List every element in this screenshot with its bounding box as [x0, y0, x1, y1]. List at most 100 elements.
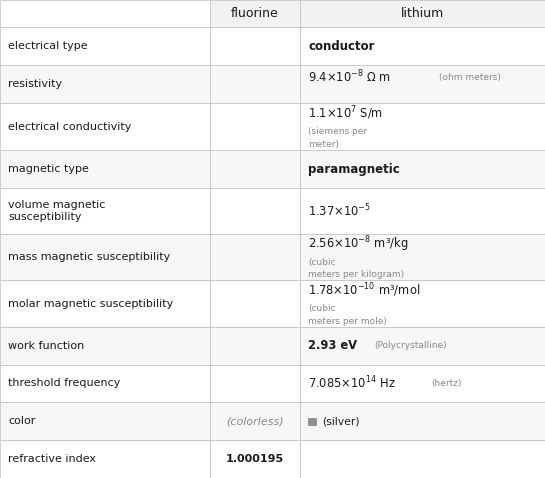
Bar — [0, 188, 210, 234]
Bar — [0, 65, 210, 103]
Bar — [300, 365, 545, 402]
Text: fluorine: fluorine — [231, 7, 278, 20]
Bar — [0, 402, 210, 440]
Text: (hertz): (hertz) — [431, 379, 462, 388]
Bar — [300, 365, 545, 402]
Text: molar magnetic susceptibility: molar magnetic susceptibility — [8, 299, 173, 309]
Bar — [300, 150, 545, 188]
Bar — [0, 27, 210, 65]
Bar — [0, 103, 210, 150]
Bar — [210, 27, 300, 65]
Bar — [210, 365, 300, 402]
Bar — [210, 103, 300, 150]
Bar — [210, 281, 300, 327]
Text: electrical conductivity: electrical conductivity — [8, 121, 131, 131]
Bar — [0, 65, 210, 103]
Bar — [0, 0, 210, 27]
Text: 1.000195: 1.000195 — [226, 454, 284, 464]
Bar — [308, 418, 316, 425]
Text: paramagnetic: paramagnetic — [308, 163, 400, 175]
Text: (silver): (silver) — [322, 416, 360, 426]
Text: (cubic: (cubic — [308, 258, 336, 267]
Bar — [300, 27, 545, 65]
Bar — [0, 402, 210, 440]
Bar — [210, 65, 300, 103]
Bar — [210, 150, 300, 188]
Bar — [210, 440, 300, 478]
Bar — [300, 402, 545, 440]
Bar — [210, 281, 300, 327]
Text: 2.93 eV: 2.93 eV — [308, 339, 358, 352]
Bar — [300, 281, 545, 327]
Text: (colorless): (colorless) — [226, 416, 283, 426]
Text: mass magnetic susceptibility: mass magnetic susceptibility — [8, 252, 171, 262]
Text: work function: work function — [8, 341, 84, 351]
Bar — [0, 188, 210, 234]
Text: (ohm meters): (ohm meters) — [439, 73, 501, 82]
Bar — [210, 65, 300, 103]
Text: $\mathregular{1.1{\times}10^{7}}$ S/m: $\mathregular{1.1{\times}10^{7}}$ S/m — [308, 105, 384, 122]
Bar — [300, 327, 545, 365]
Bar — [210, 188, 300, 234]
Text: threshold frequency: threshold frequency — [8, 379, 120, 389]
Bar — [0, 150, 210, 188]
Text: meters per kilogram): meters per kilogram) — [308, 271, 404, 280]
Bar — [0, 327, 210, 365]
Text: $\mathregular{7.085{\times}10^{14}}$ Hz: $\mathregular{7.085{\times}10^{14}}$ Hz — [308, 375, 396, 392]
Bar — [210, 234, 300, 281]
Bar — [300, 327, 545, 365]
Bar — [0, 234, 210, 281]
Text: lithium: lithium — [401, 7, 444, 20]
Bar — [0, 440, 210, 478]
Bar — [210, 365, 300, 402]
Bar — [300, 103, 545, 150]
Text: refractive index: refractive index — [8, 454, 96, 464]
Bar — [210, 0, 300, 27]
Bar — [300, 440, 545, 478]
Bar — [0, 327, 210, 365]
Bar — [300, 0, 545, 27]
Bar — [300, 234, 545, 281]
Text: meters per mole): meters per mole) — [308, 316, 387, 326]
Text: resistivity: resistivity — [8, 79, 62, 89]
Text: $\mathregular{1.37{\times}10^{-5}}$: $\mathregular{1.37{\times}10^{-5}}$ — [308, 203, 372, 219]
Bar — [300, 281, 545, 327]
Bar — [210, 327, 300, 365]
Bar — [210, 440, 300, 478]
Text: electrical type: electrical type — [8, 41, 88, 51]
Bar — [0, 281, 210, 327]
Bar — [210, 0, 300, 27]
Bar — [210, 188, 300, 234]
Bar — [300, 188, 545, 234]
Text: $\mathregular{9.4{\times}10^{-8}}$ Ω m: $\mathregular{9.4{\times}10^{-8}}$ Ω m — [308, 69, 392, 86]
Bar — [210, 103, 300, 150]
Bar — [300, 234, 545, 281]
Bar — [300, 0, 545, 27]
Bar — [0, 234, 210, 281]
Bar — [300, 150, 545, 188]
Text: magnetic type: magnetic type — [8, 164, 89, 174]
Text: volume magnetic
susceptibility: volume magnetic susceptibility — [8, 200, 106, 222]
Bar — [0, 150, 210, 188]
Bar — [0, 365, 210, 402]
Bar — [0, 103, 210, 150]
Bar — [0, 27, 210, 65]
Bar — [210, 402, 300, 440]
Bar — [0, 281, 210, 327]
Bar — [210, 27, 300, 65]
Bar — [0, 0, 210, 27]
Bar — [210, 402, 300, 440]
Bar — [300, 65, 545, 103]
Bar — [300, 188, 545, 234]
Text: $\mathregular{2.56{\times}10^{-8}}$ m³/kg: $\mathregular{2.56{\times}10^{-8}}$ m³/k… — [308, 235, 409, 254]
Text: (siemens per: (siemens per — [308, 127, 367, 136]
Text: color: color — [8, 416, 35, 426]
Bar — [300, 402, 545, 440]
Bar — [210, 150, 300, 188]
Bar — [300, 440, 545, 478]
Text: conductor: conductor — [308, 40, 375, 53]
Text: (cubic: (cubic — [308, 304, 336, 313]
Bar — [0, 440, 210, 478]
Bar — [300, 65, 545, 103]
Bar — [300, 27, 545, 65]
